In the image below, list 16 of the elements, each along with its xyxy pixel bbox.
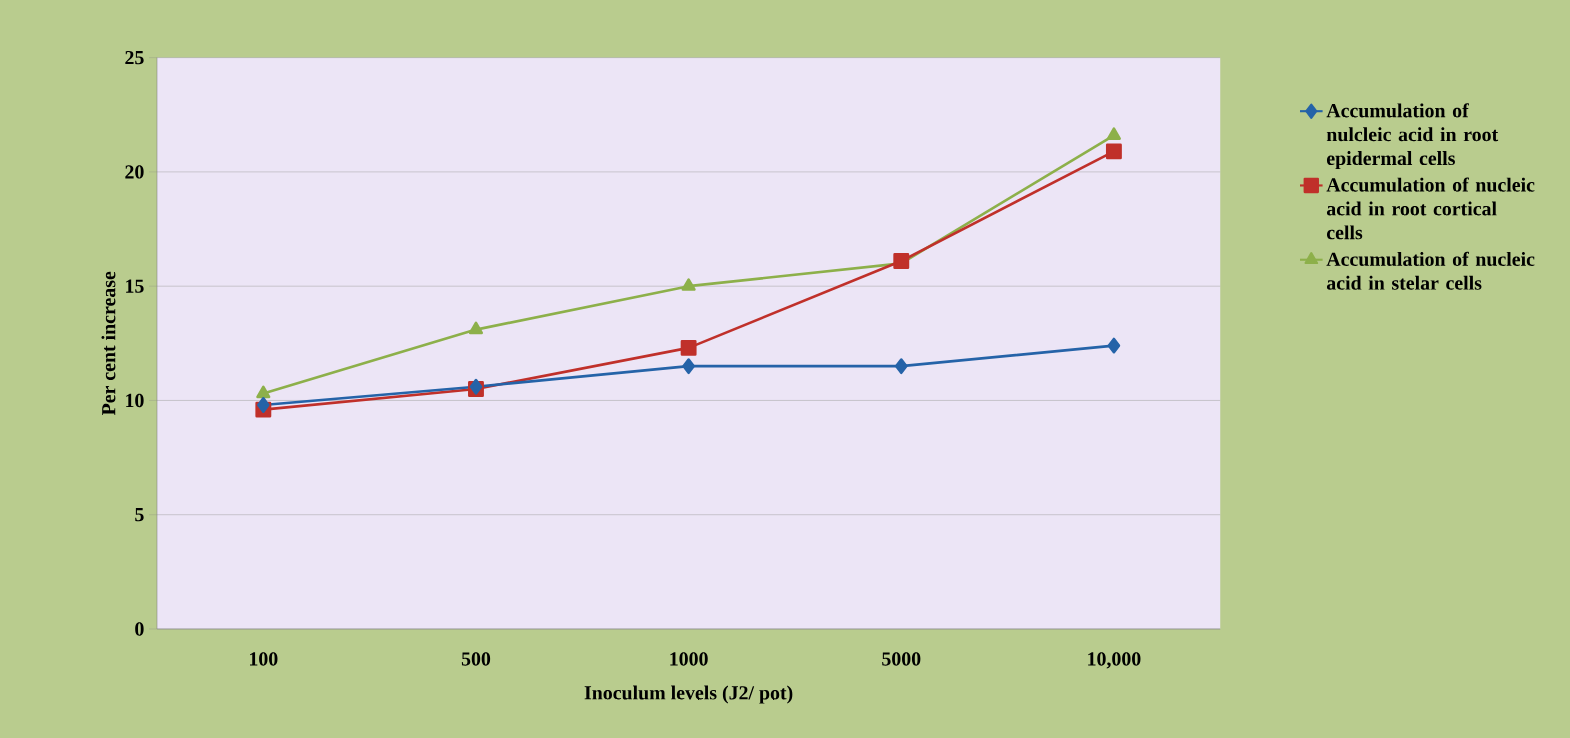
x-tick-label: 100 — [250, 652, 278, 666]
legend-label: Accumulation of nucleic acid in stelar cells — [1326, 251, 1535, 290]
x-axis-title: Inoculum levels (J2/ pot) — [584, 685, 793, 704]
x-tick-label: 5000 — [882, 652, 921, 666]
y-tick-label: 0 — [135, 622, 144, 636]
y-axis-title: Per cent increase — [101, 271, 116, 415]
legend-label: Accumulation of nulcleic acid in root epidermal cells — [1326, 103, 1499, 169]
y-tick-label: 10 — [126, 393, 144, 408]
x-tick-label: 10,000 — [1088, 652, 1141, 669]
y-tick-label: 25 — [125, 50, 144, 65]
x-tick-label: 500 — [461, 652, 491, 666]
y-tick-label: 20 — [125, 165, 144, 179]
y-tick-label: 5 — [135, 507, 144, 522]
legend-label: Accumulation of nucleic acid in root cortical cells — [1326, 177, 1535, 240]
y-tick-label: 15 — [126, 279, 144, 293]
x-tick-label: 1000 — [670, 652, 708, 666]
